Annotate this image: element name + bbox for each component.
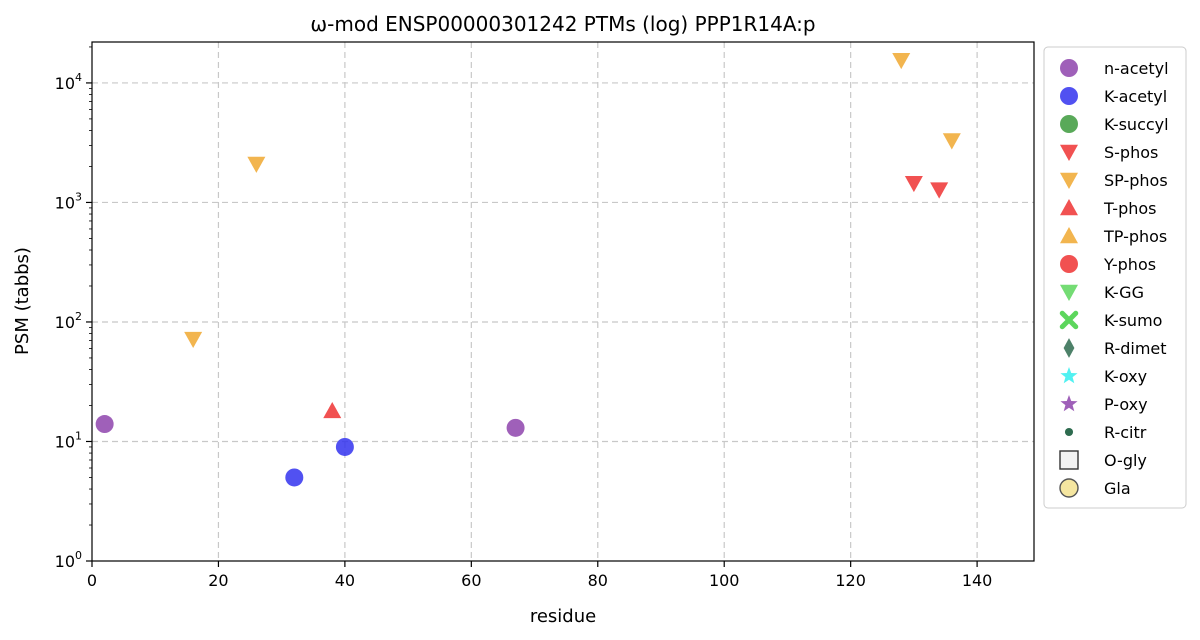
legend-marker-S-phos <box>1060 144 1078 161</box>
legend-marker-SP-phos <box>1060 172 1078 189</box>
legend-label: TP-phos <box>1103 227 1167 246</box>
data-point-S-phos <box>930 182 949 199</box>
legend-label: Y-phos <box>1103 255 1156 274</box>
legend-label: Gla <box>1104 479 1131 498</box>
y-axis-label: PSM (tabbs) <box>12 247 33 355</box>
y-tick-exponent: 1 <box>75 429 82 442</box>
legend-item: K-oxy <box>1060 367 1147 386</box>
grid-lines <box>92 42 1034 561</box>
legend-label: K-acetyl <box>1104 87 1167 106</box>
legend-marker-O-gly <box>1059 450 1079 470</box>
y-tick-exponent: 4 <box>75 71 82 84</box>
y-tick-label: 104 <box>55 71 82 93</box>
legend-label: P-oxy <box>1104 395 1148 414</box>
legend-label: SP-phos <box>1104 171 1168 190</box>
y-tick-exponent: 3 <box>75 190 82 203</box>
legend-item: R-dimet <box>1063 338 1167 358</box>
legend-label: K-GG <box>1104 283 1144 302</box>
legend-item: SP-phos <box>1060 171 1168 190</box>
y-tick-base: 10 <box>55 432 75 451</box>
y-tick-label: 102 <box>55 310 82 332</box>
y-tick-base: 10 <box>55 74 75 93</box>
y-tick-exponent: 2 <box>75 310 82 323</box>
x-axis-label: residue <box>530 606 596 627</box>
legend-marker-K-sumo <box>1059 310 1079 330</box>
x-tick-label: 140 <box>962 571 993 590</box>
data-point-T-phos <box>323 401 342 419</box>
x-stroke <box>1059 310 1079 330</box>
data-point-SP-phos <box>892 52 911 70</box>
legend-item: Y-phos <box>1060 255 1156 274</box>
legend-marker-R-citr <box>1064 427 1074 437</box>
legend-item: K-GG <box>1060 283 1144 302</box>
y-tick-base: 10 <box>55 313 75 332</box>
data-point-S-phos <box>904 175 923 193</box>
data-point-n-acetyl <box>506 418 525 437</box>
data-points <box>95 52 961 487</box>
legend: n-acetyl K-acetyl K-succyl S-phos SP-phos T-p… <box>1043 46 1187 509</box>
legend-item: R-citr <box>1064 423 1147 442</box>
legend-marker-n-acetyl <box>1060 59 1078 77</box>
legend-marker-K-succyl <box>1060 115 1078 133</box>
legend-marker-R-dimet <box>1063 338 1075 358</box>
legend-marker-Y-phos <box>1060 255 1078 273</box>
legend-item: TP-phos <box>1060 227 1167 246</box>
legend-item: Gla <box>1059 478 1131 498</box>
legend-item: O-gly <box>1059 450 1147 470</box>
x-tick-label: 80 <box>588 571 608 590</box>
legend-item: n-acetyl <box>1060 59 1169 78</box>
legend-marker-K-acetyl <box>1060 87 1078 105</box>
data-point-SP-phos <box>942 133 961 150</box>
y-tick-label: 101 <box>55 429 82 451</box>
legend-item: T-phos <box>1060 199 1157 218</box>
y-tick-label: 100 <box>55 549 82 571</box>
legend-label: S-phos <box>1104 143 1158 162</box>
legend-label: T-phos <box>1103 199 1157 218</box>
legend-label: K-succyl <box>1104 115 1169 134</box>
legend-item: K-sumo <box>1059 310 1162 330</box>
data-point-K-acetyl <box>285 468 304 487</box>
legend-label: K-sumo <box>1104 311 1162 330</box>
data-point-SP-phos <box>247 156 266 173</box>
legend-marker-Gla <box>1059 478 1079 498</box>
y-tick-base: 10 <box>55 552 75 571</box>
y-tick-exponent: 0 <box>75 549 82 562</box>
data-point-K-acetyl <box>335 437 354 456</box>
legend-label: O-gly <box>1104 451 1147 470</box>
x-tick-label: 60 <box>461 571 481 590</box>
x-tick-label: 40 <box>335 571 355 590</box>
chart-title: ω-mod ENSP00000301242 PTMs (log) PPP1R14… <box>310 12 815 36</box>
legend-marker-K-oxy <box>1060 367 1078 384</box>
legend-marker-TP-phos <box>1060 227 1078 244</box>
legend-item: K-succyl <box>1060 115 1169 134</box>
y-tick-label: 103 <box>55 190 82 212</box>
legend-marker-T-phos <box>1060 199 1078 216</box>
x-tick-label: 20 <box>208 571 228 590</box>
legend-frame <box>1043 46 1187 509</box>
x-tick-label: 120 <box>835 571 866 590</box>
legend-label: n-acetyl <box>1104 59 1169 78</box>
legend-marker-K-GG <box>1060 284 1078 301</box>
x-tick-label: 100 <box>709 571 740 590</box>
legend-label: K-oxy <box>1104 367 1147 386</box>
legend-item: K-acetyl <box>1060 87 1167 106</box>
x-tick-label: 0 <box>87 571 97 590</box>
data-point-SP-phos <box>184 331 203 349</box>
legend-label: R-dimet <box>1104 339 1167 358</box>
legend-label: R-citr <box>1104 423 1147 442</box>
legend-item: P-oxy <box>1060 395 1148 414</box>
data-point-n-acetyl <box>95 415 114 434</box>
x-axis-ticks: 0 20 40 60 80 100 120 140 <box>87 561 992 590</box>
plot-area-frame <box>91 41 1035 562</box>
y-tick-base: 10 <box>55 193 75 212</box>
legend-item: S-phos <box>1060 143 1158 162</box>
legend-marker-P-oxy <box>1060 395 1078 412</box>
